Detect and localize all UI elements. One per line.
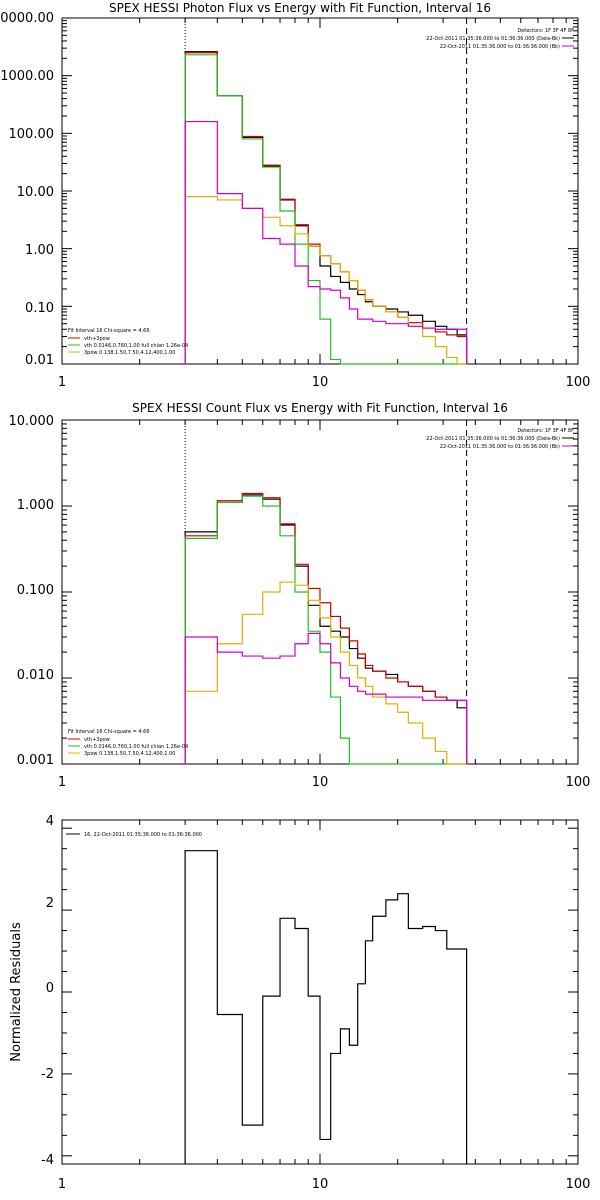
photon-xtick-2: 100 (566, 375, 591, 390)
residuals-legend-0: 16, 22-Oct-2011 01:35:36.000 to 01:36:36… (84, 832, 202, 838)
photon-legend-bottom-2: vth 0.0146,0.760,1.00 full chian 1.26e-0… (84, 343, 188, 349)
residuals-panel: Normalized Residuals -4 -2 0 2 4 1 10 10… (9, 814, 590, 1192)
count-series-data-minus-bk (184, 494, 468, 764)
photon-legend-bottom-0: Fit Interval 16 Chi-square = 4.66 (68, 328, 150, 334)
photon-legend-top-1: 22-Oct-2011 01:35:36.000 to 01:36:36.000… (426, 36, 560, 42)
count-ytick-3: 1.000 (17, 498, 54, 513)
count-ytick-4: 10.000 (9, 414, 55, 429)
count-series-vth-plus-3pow (184, 492, 468, 764)
count-series-vth (184, 495, 467, 765)
residuals-series-residuals (184, 850, 468, 1164)
count-legend-bottom-3: 3pow 0.138,1.50,7.50,4.12,400,1.00 (84, 751, 175, 757)
residuals-xtick-0: 1 (58, 1177, 66, 1192)
photon-legend-top-0: Detectors: 1F 3F 4F 8F (517, 28, 574, 34)
residuals-xtick-2: 100 (566, 1177, 591, 1192)
photon-ytick-1: 0.10 (25, 301, 54, 316)
photon-ytick-2: 1.00 (25, 243, 54, 258)
photon-legend-bottom-1: vth+3pow (84, 336, 110, 342)
residuals-xtick-1: 10 (312, 1177, 329, 1192)
residuals-ytick-0: -4 (41, 1153, 54, 1168)
residuals-legend: 16, 22-Oct-2011 01:35:36.000 to 01:36:36… (66, 832, 202, 838)
residuals-ytick-3: 2 (46, 896, 54, 911)
photon-ytick-3: 10.00 (17, 185, 54, 200)
count-legend-bottom: Fit Interval 16 Chi-square = 4.66 vth+3p… (68, 729, 188, 757)
photon-xtick-labels: 1 10 100 (58, 375, 591, 390)
count-xtick-1: 10 (312, 775, 329, 790)
photon-xtick-1: 10 (312, 375, 329, 390)
photon-series-vth-plus-3pow (184, 52, 468, 364)
photon-legend-top: Detectors: 1F 3F 4F 8F 22-Oct-2011 01:35… (426, 28, 574, 50)
photon-series-3pow (184, 195, 467, 365)
photon-legend-bottom: Fit Interval 16 Chi-square = 4.66 vth+3p… (68, 328, 188, 356)
count-xtick-0: 1 (58, 775, 66, 790)
count-legend-top-1: 22-Oct-2011 01:35:36.000 to 01:36:36.000… (426, 436, 560, 442)
photon-legend-bottom-3: 3pow 0.138,1.50,7.50,4.12,400,1.00 (84, 350, 175, 356)
count-ytick-2: 0.100 (17, 583, 54, 598)
count-ytick-0: 0.001 (17, 753, 54, 768)
photon-flux-panel: SPEX HESSI Photon Flux vs Energy with Fi… (0, 1, 590, 390)
residuals-ytick-1: -2 (41, 1067, 54, 1082)
residuals-xtick-labels: 1 10 100 (58, 1177, 591, 1192)
photon-series-data-minus-bk (184, 51, 468, 364)
photon-series-background (184, 120, 468, 364)
count-legend-bottom-1: vth+3pow (84, 737, 110, 743)
count-legend-bottom-0: Fit Interval 16 Chi-square = 4.66 (68, 729, 150, 735)
photon-ytick-0: 0.01 (25, 353, 54, 368)
photon-series-vth (184, 54, 467, 365)
photon-title: SPEX HESSI Photon Flux vs Energy with Fi… (109, 1, 491, 15)
count-ytick-labels: 0.001 0.010 0.100 1.000 10.000 (9, 414, 55, 768)
count-ytick-1: 0.010 (17, 668, 54, 683)
plot-marks (61, 17, 579, 1165)
residuals-ytick-labels: -4 -2 0 2 4 (41, 814, 54, 1168)
photon-ytick-6: 0000.00 (0, 11, 54, 26)
count-legend-top-0: Detectors: 1F 3F 4F 8F (517, 428, 574, 434)
count-series-background (184, 632, 468, 764)
count-series-3pow (184, 581, 467, 765)
count-legend-top: Detectors: 1F 3F 4F 8F 22-Oct-2011 01:35… (426, 428, 574, 450)
count-legend-bottom-2: vth 0.0146,0.760,1.00 full chian 1.26e-0… (84, 744, 188, 750)
photon-legend-top-2: 22-Oct-2011 01:35:36.000 to 01:36:36.000… (440, 44, 560, 50)
residuals-ylabel: Normalized Residuals (9, 922, 24, 1062)
count-xtick-labels: 1 10 100 (58, 775, 591, 790)
photon-xtick-0: 1 (58, 375, 66, 390)
count-xtick-2: 100 (566, 775, 591, 790)
residuals-ytick-2: 0 (46, 981, 54, 996)
residuals-ytick-4: 4 (46, 814, 54, 829)
photon-ytick-4: 100.00 (9, 127, 55, 142)
count-flux-panel: SPEX HESSI Count Flux vs Energy with Fit… (9, 401, 591, 790)
count-legend-top-2: 22-Oct-2011 01:35:36.000 to 01:36:36.000… (440, 444, 560, 450)
count-title: SPEX HESSI Count Flux vs Energy with Fit… (132, 401, 508, 415)
photon-ytick-labels: 0.01 0.10 1.00 10.00 100.00 1000.00 0000… (0, 11, 54, 368)
photon-ytick-5: 1000.00 (0, 69, 54, 84)
